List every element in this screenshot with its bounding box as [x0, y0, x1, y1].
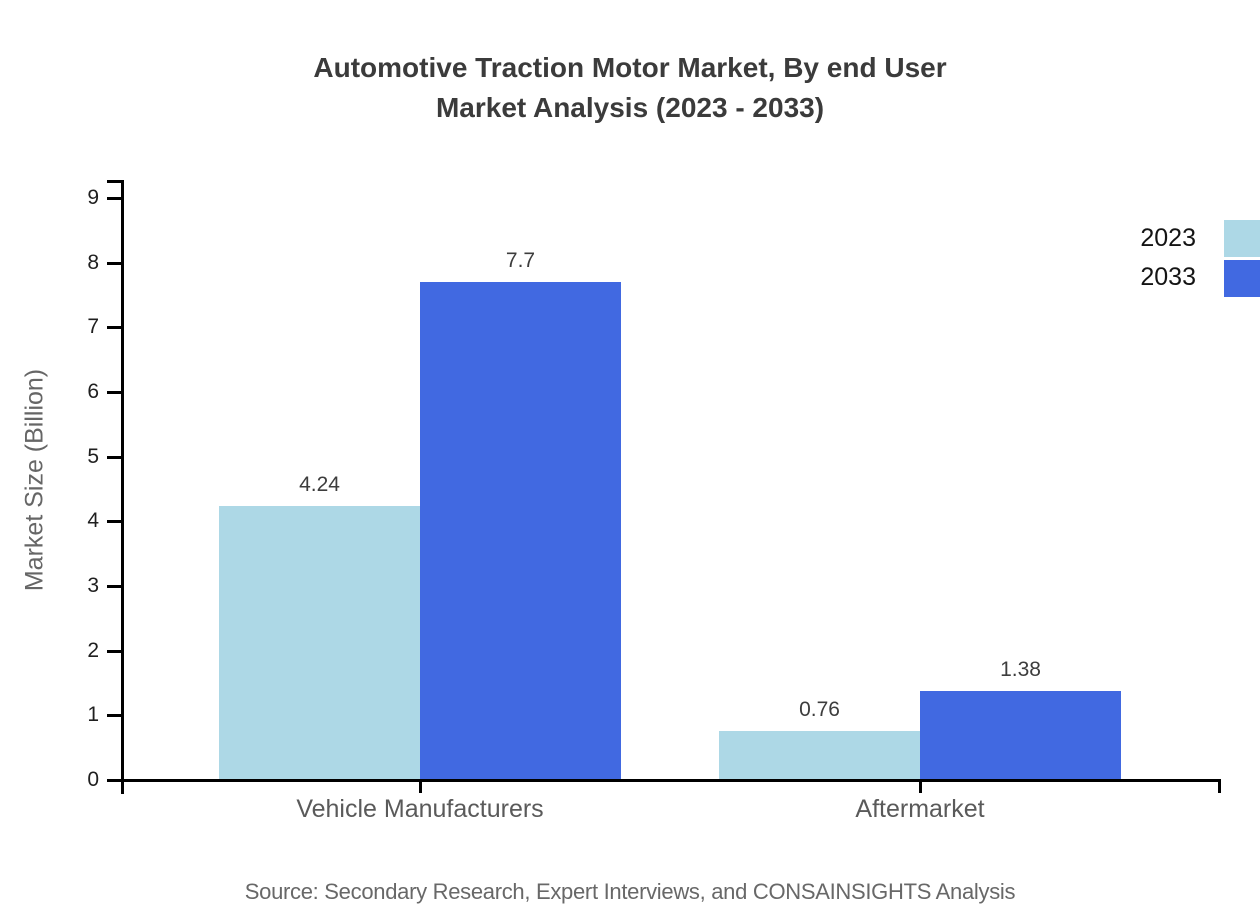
category-label-vehicle-manufacturers: Vehicle Manufacturers: [296, 795, 544, 823]
y-tick-label: 5: [87, 444, 99, 468]
y-tick-label: 6: [87, 379, 99, 403]
value-label-2023-vehicle-manufacturers: 4.24: [299, 472, 340, 496]
value-label-2033-aftermarket: 1.38: [1000, 657, 1041, 681]
y-tick: [107, 584, 121, 588]
y-tick-label: 1: [87, 703, 99, 727]
x-axis-line: [121, 779, 1221, 782]
y-tick-label: 3: [87, 573, 99, 597]
legend-swatch-2033: [1224, 260, 1260, 297]
y-tick-label: 7: [87, 315, 99, 339]
chart-title-line1: Automotive Traction Motor Market, By end…: [313, 52, 947, 83]
y-tick: [107, 390, 121, 394]
y-tick: [107, 649, 121, 653]
value-label-2033-vehicle-manufacturers: 7.7: [505, 249, 536, 273]
legend-label-2023: 2023: [1140, 224, 1196, 252]
x-tick-aftermarket: [919, 779, 922, 793]
source-note: Source: Secondary Research, Expert Inter…: [244, 879, 1016, 904]
y-tick: [107, 714, 121, 718]
legend-label-2033: 2033: [1140, 263, 1196, 291]
x-axis-end-cap: [1218, 779, 1221, 793]
legend-swatch-2023: [1224, 220, 1260, 257]
value-label-2023-aftermarket: 0.76: [799, 697, 840, 721]
y-tick: [107, 455, 121, 459]
y-axis-line: [121, 180, 124, 794]
bar-2033-aftermarket: [920, 690, 1121, 780]
y-tick-label: 4: [87, 509, 99, 533]
bar-2033-vehicle-manufacturers: [420, 282, 621, 780]
y-tick: [107, 326, 121, 330]
bar-2023-aftermarket: [719, 730, 920, 780]
chart-title-line2: Market Analysis (2023 - 2033): [435, 92, 825, 123]
y-tick: [107, 779, 121, 782]
chart-title: Automotive Traction Motor Market, By end…: [0, 48, 1260, 128]
y-tick: [107, 196, 121, 200]
y-tick-label: 2: [87, 638, 99, 662]
y-tick-label: 0: [87, 768, 99, 791]
y-tick: [107, 261, 121, 265]
y-tick: [107, 520, 121, 524]
bar-2023-vehicle-manufacturers: [219, 505, 420, 780]
category-label-aftermarket: Aftermarket: [855, 795, 985, 823]
x-tick-vehicle-manufacturers: [419, 779, 422, 793]
y-tick-label: 9: [87, 185, 99, 209]
y-tick-label: 8: [87, 250, 99, 274]
y-axis-top-cap: [107, 180, 121, 183]
